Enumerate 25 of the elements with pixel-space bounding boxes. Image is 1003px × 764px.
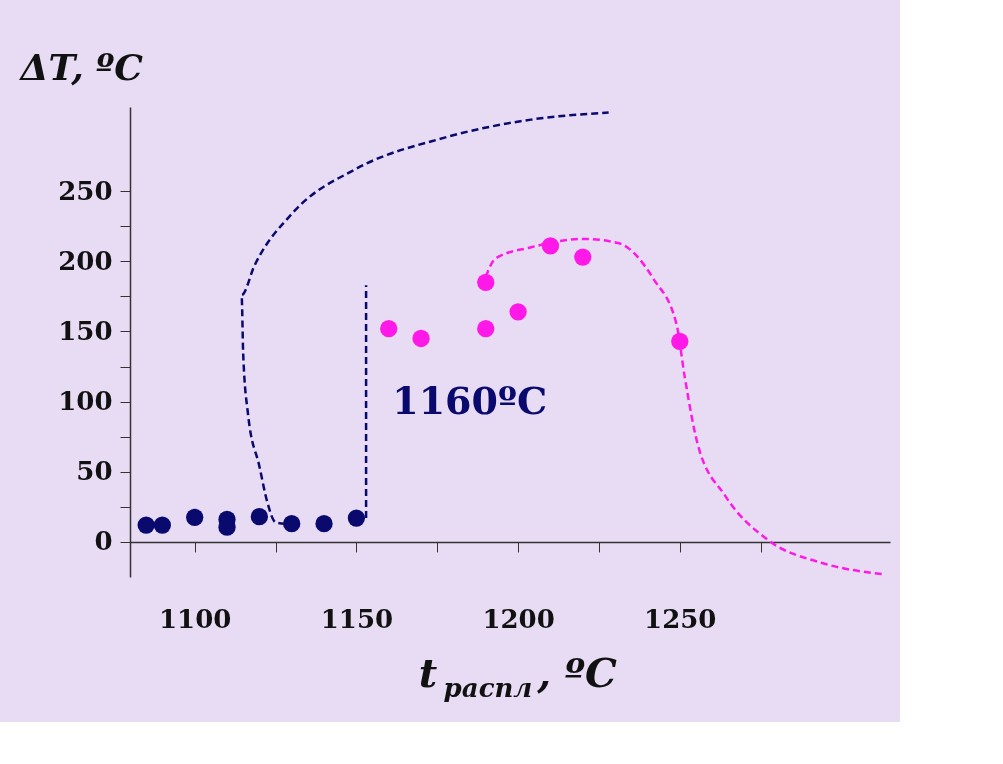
point: [347, 509, 366, 527]
y-axis-title: ΔT, ºC: [18, 45, 144, 88]
point: [153, 516, 171, 534]
point: [186, 508, 204, 527]
point: [283, 515, 301, 533]
point: [477, 320, 495, 338]
point: [412, 329, 430, 348]
point: [315, 515, 333, 533]
y-tick-label: 250: [58, 175, 113, 206]
x-tick-label: 1200: [482, 604, 555, 635]
y-tick-label: 150: [58, 315, 113, 346]
x-tick-label: 1150: [320, 604, 394, 635]
annotation: 1160ºC: [392, 378, 548, 424]
y-tick-label: 100: [58, 386, 113, 417]
point: [250, 508, 269, 526]
x-tick-label: 1100: [158, 604, 232, 635]
x-tick-label: 1250: [644, 604, 717, 635]
point: [477, 273, 495, 292]
point: [509, 303, 527, 321]
point: [574, 248, 592, 266]
y-tick-label: 200: [58, 245, 113, 276]
point: [137, 516, 155, 534]
y-tick-label: 50: [76, 456, 113, 487]
y-tick-label: 0: [94, 526, 113, 557]
point: [380, 320, 398, 338]
